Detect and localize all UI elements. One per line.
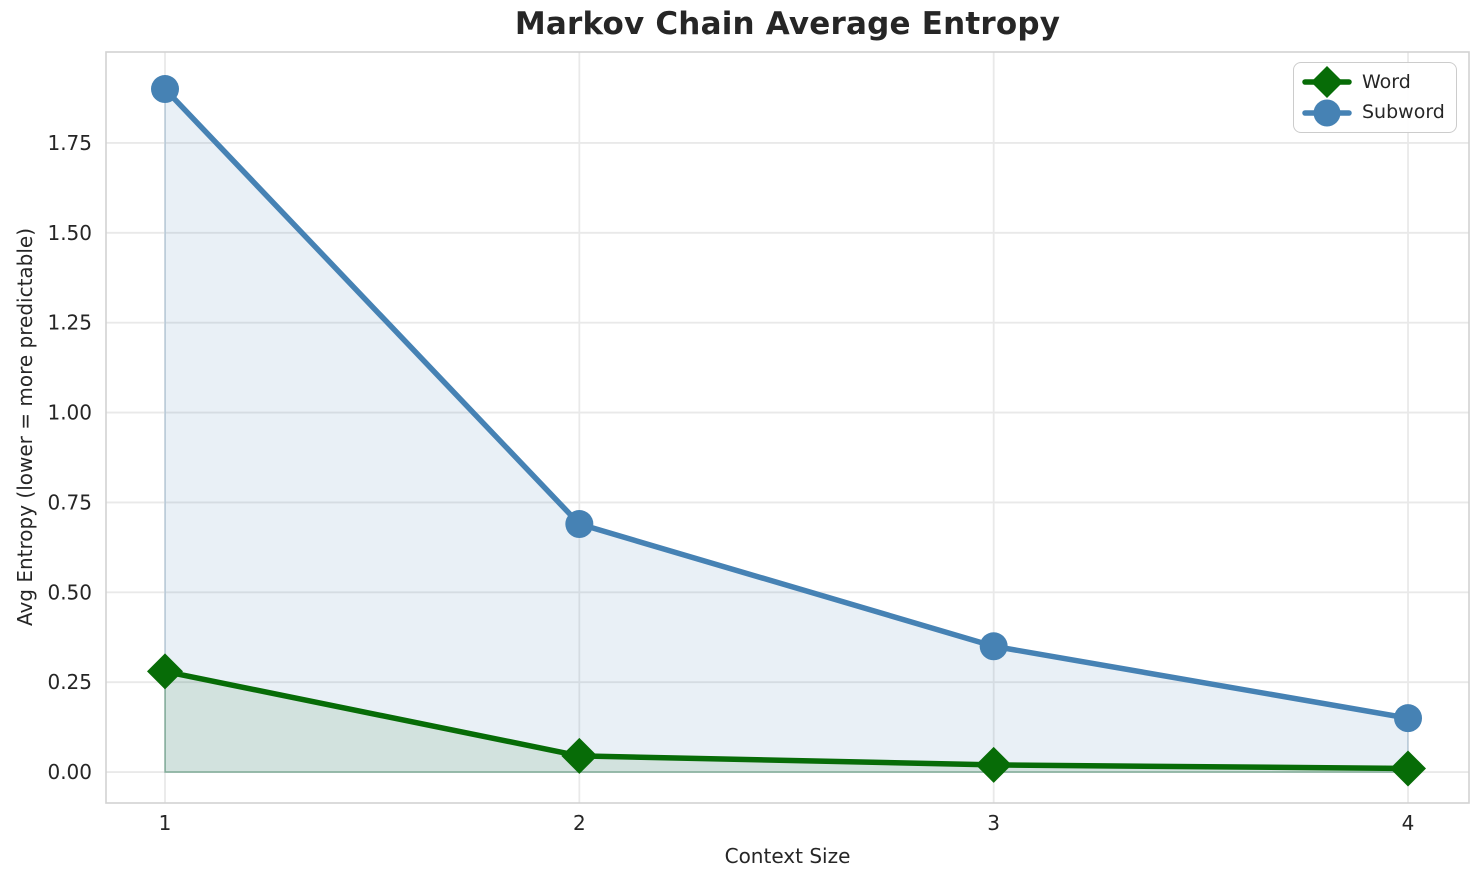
data-point-word xyxy=(975,746,1012,783)
legend-item-subword: Subword xyxy=(1302,98,1446,128)
diamond-marker-icon xyxy=(1302,66,1352,99)
y-tick-label: 0.75 xyxy=(47,490,92,514)
x-tick-label: 1 xyxy=(159,811,172,835)
chart-title: Markov Chain Average Entropy xyxy=(514,6,1061,42)
data-point-subword xyxy=(979,632,1008,661)
data-point-subword xyxy=(151,75,180,104)
series-line-word xyxy=(162,668,1411,772)
data-point-word xyxy=(1390,750,1427,787)
series-line-subword xyxy=(162,86,1411,721)
data-point-subword xyxy=(1394,704,1423,733)
x-tick-label: 4 xyxy=(1402,811,1415,835)
y-tick-label: 1.75 xyxy=(47,131,92,155)
legend-label: Word xyxy=(1362,70,1411,93)
x-tick-label: 2 xyxy=(573,811,586,835)
y-tick-label: 0.50 xyxy=(47,580,92,604)
y-tick-label: 1.00 xyxy=(47,401,92,425)
data-point-subword xyxy=(565,510,594,539)
x-axis-label: Context Size xyxy=(724,844,851,868)
x-tick-label: 3 xyxy=(987,811,1000,835)
y-tick-label: 1.25 xyxy=(47,311,92,335)
data-point-word xyxy=(561,737,598,774)
legend-label: Subword xyxy=(1362,101,1445,124)
y-tick-label: 0.00 xyxy=(47,760,92,784)
legend: Word Subword xyxy=(1293,62,1457,133)
area-fill-subword xyxy=(164,87,1409,773)
circle-marker-icon xyxy=(1302,99,1352,127)
data-point-word xyxy=(147,653,184,690)
plot-frame xyxy=(105,51,1470,804)
legend-item-word: Word xyxy=(1302,66,1446,99)
y-tick-label: 0.25 xyxy=(47,670,92,694)
y-tick-label: 1.50 xyxy=(47,221,92,245)
y-axis-label: Avg Entropy (lower = more predictable) xyxy=(13,227,37,627)
